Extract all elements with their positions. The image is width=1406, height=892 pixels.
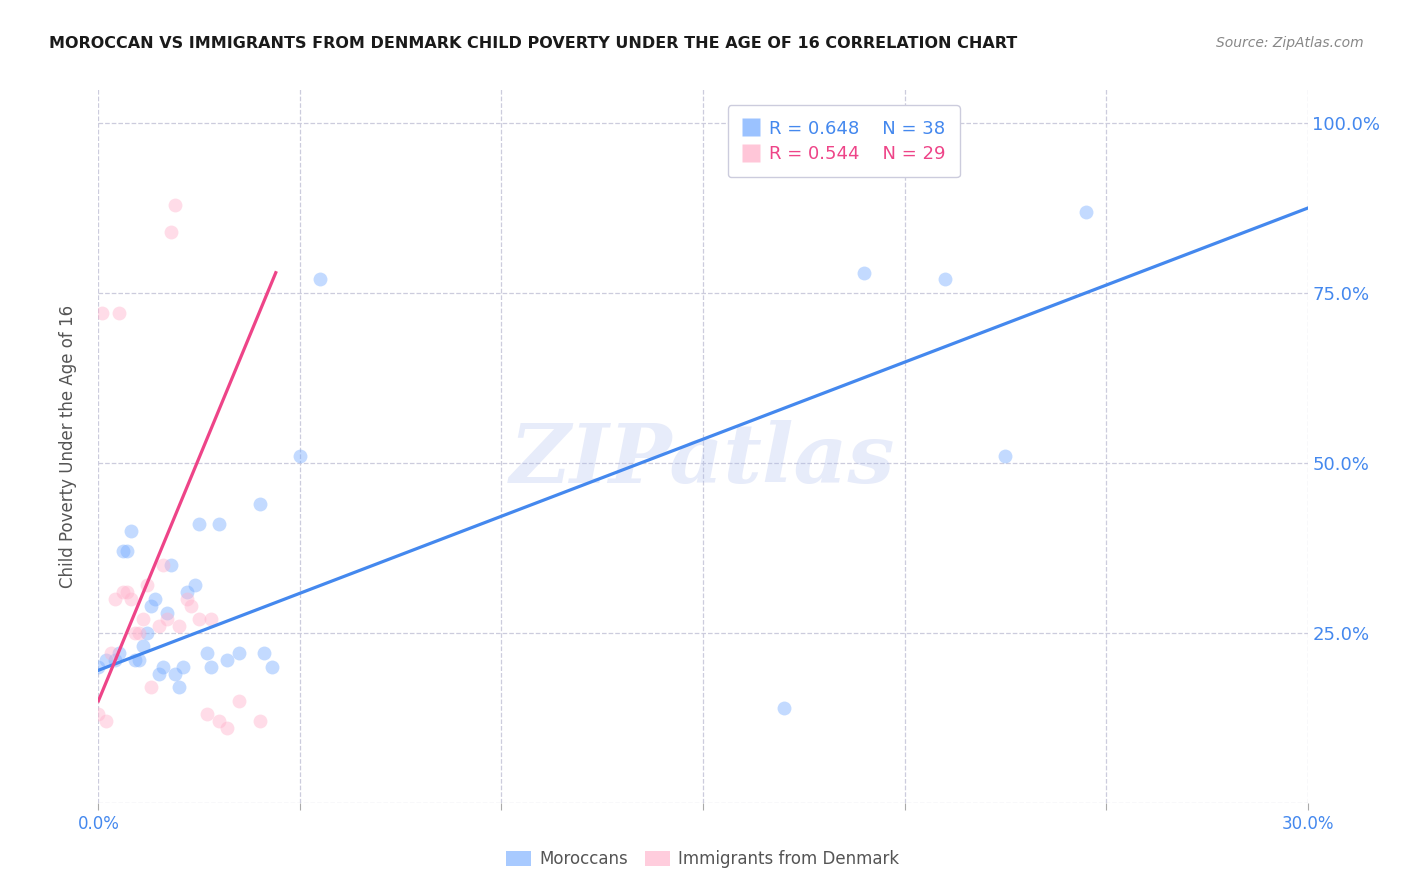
Point <box>107 646 129 660</box>
Point <box>139 599 162 613</box>
Point <box>208 714 231 729</box>
Point <box>160 225 183 239</box>
Point <box>128 653 150 667</box>
Text: Source: ZipAtlas.com: Source: ZipAtlas.com <box>1216 36 1364 50</box>
Point <box>934 272 956 286</box>
Point <box>160 558 183 572</box>
Point <box>172 660 194 674</box>
Point <box>96 714 118 729</box>
Point <box>132 640 155 654</box>
Point <box>148 619 170 633</box>
Point <box>163 666 186 681</box>
Point <box>115 585 138 599</box>
Legend: Moroccans, Immigrants from Denmark: Moroccans, Immigrants from Denmark <box>499 844 907 875</box>
Point <box>228 646 250 660</box>
Point <box>87 660 110 674</box>
Point <box>249 497 271 511</box>
Point <box>176 591 198 606</box>
Point <box>124 653 146 667</box>
Point <box>152 558 174 572</box>
Point <box>111 585 134 599</box>
Point <box>143 591 166 606</box>
Legend: R = 0.648    N = 38, R = 0.544    N = 29: R = 0.648 N = 38, R = 0.544 N = 29 <box>727 105 960 178</box>
Point <box>156 612 179 626</box>
Point <box>148 666 170 681</box>
Point <box>288 449 311 463</box>
Point <box>96 653 118 667</box>
Point <box>87 707 110 722</box>
Point <box>132 612 155 626</box>
Point <box>180 599 202 613</box>
Point <box>184 578 207 592</box>
Point <box>91 306 114 320</box>
Y-axis label: Child Poverty Under the Age of 16: Child Poverty Under the Age of 16 <box>59 304 77 588</box>
Point <box>260 660 283 674</box>
Point <box>228 694 250 708</box>
Point <box>217 653 239 667</box>
Text: ZIPatlas: ZIPatlas <box>510 420 896 500</box>
Point <box>135 626 157 640</box>
Point <box>188 517 211 532</box>
Point <box>188 612 211 626</box>
Point <box>128 626 150 640</box>
Point <box>124 626 146 640</box>
Point <box>120 524 142 538</box>
Point <box>249 714 271 729</box>
Point <box>167 680 190 694</box>
Point <box>120 591 142 606</box>
Point <box>208 517 231 532</box>
Point <box>103 653 125 667</box>
Point <box>135 578 157 592</box>
Point <box>167 619 190 633</box>
Point <box>200 612 222 626</box>
Point <box>176 585 198 599</box>
Point <box>107 306 129 320</box>
Point <box>1074 204 1097 219</box>
Point <box>195 646 218 660</box>
Point <box>195 707 218 722</box>
Point <box>200 660 222 674</box>
Point <box>152 660 174 674</box>
Point <box>156 606 179 620</box>
Point <box>853 266 876 280</box>
Point <box>217 721 239 735</box>
Point <box>100 646 122 660</box>
Point <box>163 198 186 212</box>
Point <box>103 591 125 606</box>
Point <box>994 449 1017 463</box>
Point <box>111 544 134 558</box>
Text: MOROCCAN VS IMMIGRANTS FROM DENMARK CHILD POVERTY UNDER THE AGE OF 16 CORRELATIO: MOROCCAN VS IMMIGRANTS FROM DENMARK CHIL… <box>49 36 1018 51</box>
Point <box>772 700 794 714</box>
Point <box>309 272 332 286</box>
Point <box>115 544 138 558</box>
Point <box>139 680 162 694</box>
Point <box>253 646 276 660</box>
